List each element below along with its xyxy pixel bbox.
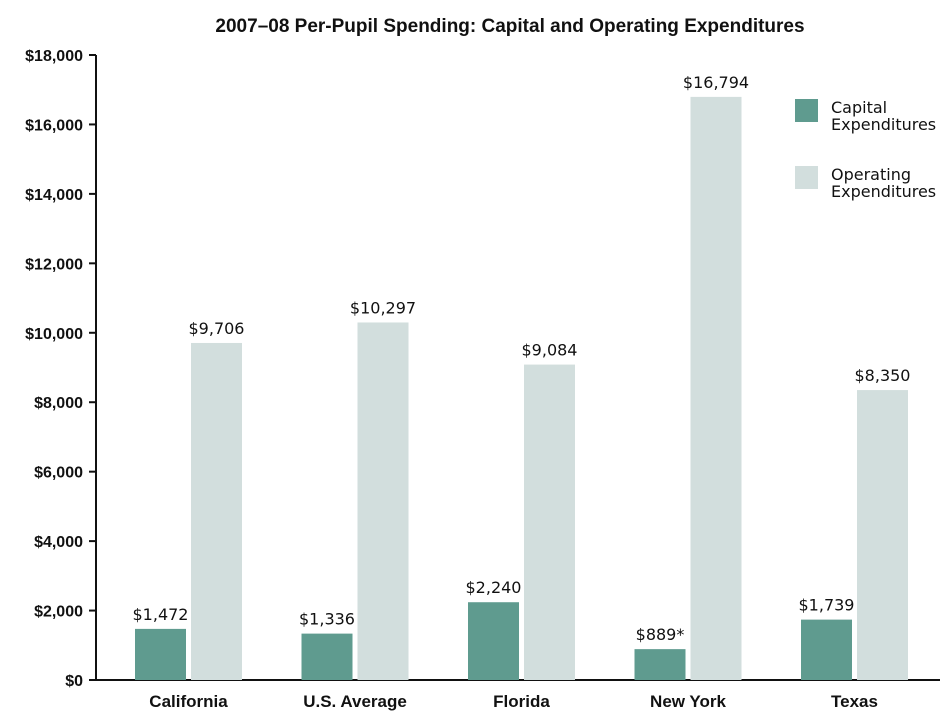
data-label: $10,297 [350,298,416,317]
y-tick-label: $14,000 [25,187,83,204]
y-tick-label: $10,000 [25,326,83,343]
bar [135,628,186,680]
data-label: $1,472 [133,605,189,624]
y-tick-label: $0 [65,673,83,690]
x-tick-label: U.S. Average [303,692,407,711]
x-tick-label: Texas [831,692,878,711]
data-label: $2,240 [466,578,522,597]
data-label: $1,336 [299,610,355,629]
y-tick-label: $16,000 [25,117,83,134]
data-label: $889* [636,625,685,644]
bar [857,390,908,680]
y-tick-label: $4,000 [34,534,83,551]
legend-swatch [795,99,818,122]
y-tick-label: $8,000 [34,395,83,412]
axes: $0 $2,000 $4,000 $6,000 $8,000 $10,000 $12,000… [25,48,940,711]
bar [191,342,242,680]
y-tick-label: $18,000 [25,48,83,65]
x-tick-label: New York [650,692,726,711]
bar [301,633,353,680]
legend-label: Operating Expenditures [831,165,936,201]
bars: $1,472 $9,706 $1,336 $10,297 $2,240 $9,084 $88… [133,73,911,680]
chart-title: 2007–08 Per-Pupil Spending: Capital and … [215,16,804,37]
bar [468,602,519,680]
legend-label: Capital Expenditures [831,98,936,134]
data-label: $8,350 [855,366,911,385]
y-tick-label: $12,000 [25,256,83,273]
legend: Capital Expenditures Operating Expenditures [795,98,936,201]
bar [801,619,852,680]
x-tick-label: California [149,692,228,711]
data-label: $9,706 [189,319,245,338]
bar [357,322,409,680]
y-tick-label: $2,000 [34,604,83,621]
data-label: $1,739 [799,596,855,615]
legend-swatch [795,166,818,189]
x-tick-label: Florida [493,692,550,711]
bar [634,649,686,680]
data-label: $16,794 [683,73,749,92]
bar [690,96,742,680]
bar [524,364,575,680]
data-label: $9,084 [522,341,578,360]
y-tick-label: $6,000 [34,465,83,482]
